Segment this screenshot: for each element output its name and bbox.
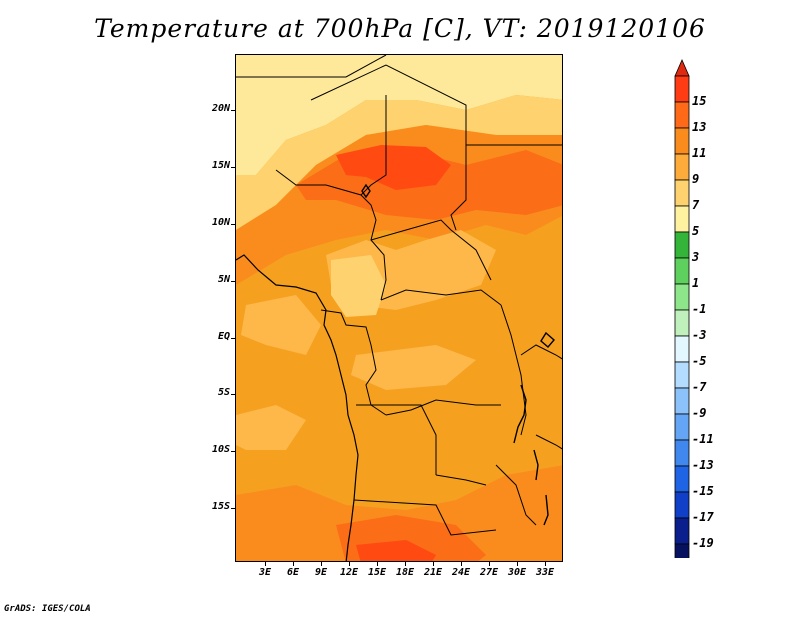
lat-label: 5N	[217, 274, 230, 285]
lat-label: 10N	[211, 217, 230, 228]
field-west-cool	[241, 295, 321, 355]
lon-tick	[349, 562, 350, 566]
field-central-cooler	[331, 255, 386, 317]
lon-tick	[517, 562, 518, 566]
lon-tick	[545, 562, 546, 566]
lat-tick	[231, 451, 235, 452]
lat-label: 10S	[211, 444, 230, 455]
lon-tick	[461, 562, 462, 566]
colorbar-segment	[674, 179, 690, 207]
colorbar-label: 3	[692, 250, 700, 264]
lon-tick	[405, 562, 406, 566]
colorbar-segment	[674, 153, 690, 181]
lat-tick	[231, 338, 235, 339]
colorbar-segment	[674, 283, 690, 311]
grads-credit: GrADS: IGES/COLA	[4, 604, 91, 614]
colorbar-label: -17	[692, 510, 714, 524]
lon-label: 30E	[507, 567, 527, 578]
field-hot-core	[336, 145, 451, 190]
coastline	[236, 254, 359, 561]
colorbar-segment	[674, 101, 690, 129]
colorbar-label: -3	[692, 328, 707, 342]
colorbar-segment	[674, 205, 690, 233]
lon-tick	[489, 562, 490, 566]
colorbar-label: -1	[692, 302, 707, 316]
lon-label: 12E	[339, 567, 359, 578]
country-borders	[236, 55, 562, 536]
lon-tick	[265, 562, 266, 566]
colorbar-segment	[674, 127, 690, 155]
colorbar-segment	[674, 517, 690, 545]
colorbar-label: -19	[692, 536, 714, 550]
lat-tick	[231, 508, 235, 509]
colorbar-label: 15	[692, 94, 707, 108]
colorbar-label: 7	[692, 198, 700, 212]
chart-title: Temperature at 700hPa [C], VT: 201912010…	[94, 14, 706, 43]
colorbar-label: -15	[692, 484, 714, 498]
colorbar-label: -11	[692, 432, 714, 446]
lon-tick	[321, 562, 322, 566]
colorbar-segment	[674, 439, 690, 467]
field-north-mid	[236, 95, 562, 230]
field-north-cool	[236, 55, 562, 190]
colorbar-segment	[674, 335, 690, 363]
colorbar-segment	[674, 231, 690, 259]
lat-tick	[231, 224, 235, 225]
colorbar-label: -13	[692, 458, 714, 472]
lon-label: 9E	[314, 567, 328, 578]
lat-label: 5S	[217, 387, 230, 398]
lon-label: 27E	[479, 567, 499, 578]
lat-label: 20N	[211, 103, 230, 114]
field-congo-cool	[351, 345, 476, 390]
lat-label: 15S	[211, 501, 230, 512]
colorbar-segment	[674, 543, 690, 558]
lat-tick	[231, 281, 235, 282]
colorbar-label: 9	[692, 172, 700, 186]
lat-tick	[231, 394, 235, 395]
lon-label: 21E	[423, 567, 443, 578]
colorbar-label: 11	[692, 146, 707, 160]
lon-label: 24E	[451, 567, 471, 578]
colorbar-segment	[674, 465, 690, 493]
lon-tick	[293, 562, 294, 566]
lat-label: 15N	[211, 160, 230, 171]
lon-label: 15E	[367, 567, 387, 578]
lon-label: 18E	[395, 567, 415, 578]
lat-tick	[231, 110, 235, 111]
colorbar-segment	[674, 491, 690, 519]
colorbar-segment	[674, 361, 690, 389]
field-south-warm	[236, 465, 562, 561]
lon-label: 3E	[258, 567, 272, 578]
colorbar-segment	[674, 387, 690, 415]
lakes	[361, 183, 555, 526]
colorbar-segment	[674, 413, 690, 441]
colorbar-top-arrow	[674, 59, 690, 77]
colorbar-label: 1	[692, 276, 700, 290]
map-field	[236, 55, 562, 561]
colorbar-segment	[674, 75, 690, 103]
colorbar-label: -7	[692, 380, 707, 394]
colorbar-label: 13	[692, 120, 707, 134]
temperature-map	[235, 54, 563, 562]
lon-label: 6E	[286, 567, 300, 578]
lat-tick	[231, 167, 235, 168]
colorbar-segment	[674, 309, 690, 337]
field-sw-cool	[236, 405, 306, 450]
colorbar-segment	[674, 257, 690, 285]
colorbar	[674, 59, 690, 558]
colorbar-label: 5	[692, 224, 700, 238]
colorbar-label: -9	[692, 406, 707, 420]
lat-label: EQ	[217, 331, 230, 342]
lon-label: 33E	[535, 567, 555, 578]
lon-tick	[377, 562, 378, 566]
lon-tick	[433, 562, 434, 566]
field-south-hotcore	[356, 540, 436, 561]
colorbar-label: -5	[692, 354, 707, 368]
